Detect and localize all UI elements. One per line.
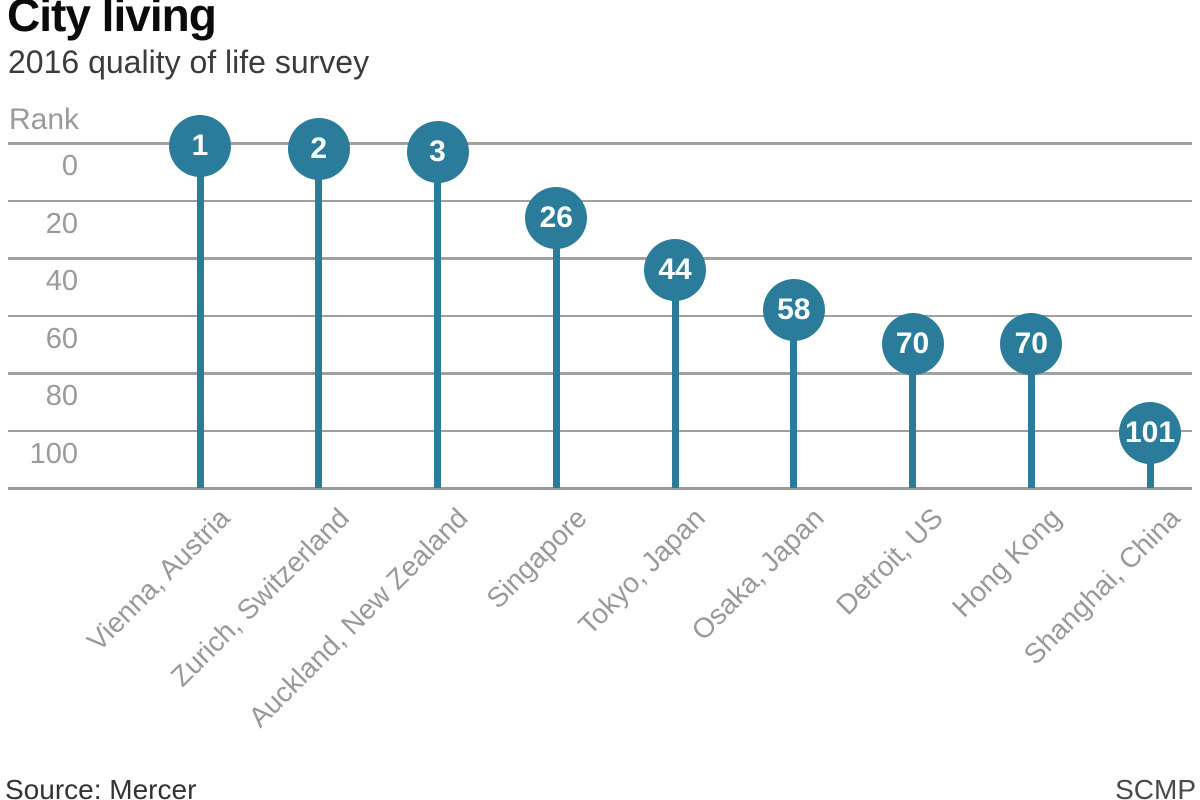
lollipop-stem <box>552 217 560 488</box>
y-tick-label: 100 <box>29 437 78 470</box>
y-tick-label: 80 <box>45 380 78 412</box>
city-label: Hong Kong <box>946 502 1068 623</box>
city-label: Singapore <box>479 502 593 615</box>
lollipop-stem <box>196 145 204 488</box>
gridline-rank-20 <box>8 199 1192 202</box>
chart-title: City living <box>7 0 217 41</box>
lollipop-dot: 101 <box>1119 402 1181 465</box>
x-axis-line <box>8 487 1192 490</box>
lollipop-dot: 2 <box>287 117 350 180</box>
y-tick-label: 0 <box>61 150 78 182</box>
gridline-rank-60 <box>8 314 1192 317</box>
y-tick-label: 40 <box>45 265 78 297</box>
gridline-rank-80 <box>8 372 1192 375</box>
y-tick-label: 60 <box>45 322 78 355</box>
lollipop-stem <box>434 151 441 488</box>
y-tick-label: 20 <box>45 207 78 240</box>
chart-subtitle: 2016 quality of life survey <box>8 44 370 80</box>
y-axis-label: Rank <box>9 103 80 136</box>
gridline-rank-0 <box>8 142 1192 145</box>
lollipop-dot: 70 <box>1000 313 1063 376</box>
lollipop-dot: 26 <box>525 186 588 249</box>
lollipop-stem <box>315 148 323 488</box>
lollipop-dot: 70 <box>881 313 944 376</box>
gridline-rank-100 <box>8 429 1192 432</box>
lollipop-dot: 1 <box>169 114 231 177</box>
credit-label: SCMP <box>1115 774 1196 800</box>
lollipop-stem <box>671 269 679 488</box>
lollipop-dot: 58 <box>762 278 825 341</box>
lollipop-stem <box>909 344 916 488</box>
city-label: Auckland, New Zealand <box>242 502 474 734</box>
city-label: Detroit, US <box>829 502 949 621</box>
lollipop-dot: 3 <box>406 120 469 183</box>
lollipop-dot: 44 <box>644 238 706 301</box>
gridline-rank-40 <box>8 257 1192 260</box>
source-label: Source: Mercer <box>5 774 197 800</box>
lollipop-stem <box>1027 344 1035 488</box>
lollipop-stem <box>790 309 798 488</box>
